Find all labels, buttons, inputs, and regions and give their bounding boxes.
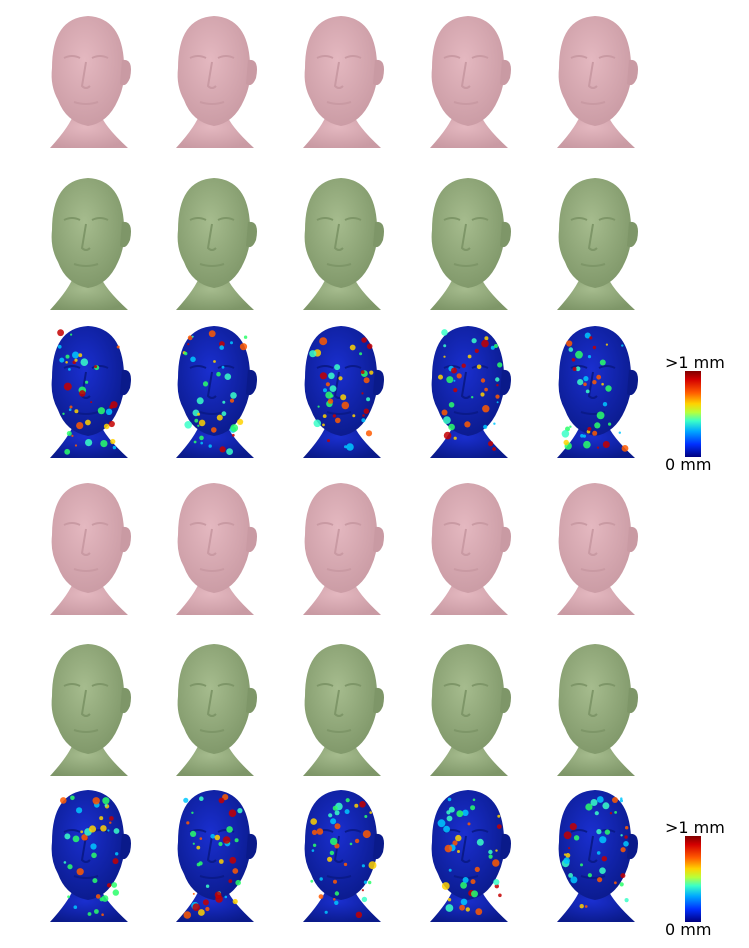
error-heatmap-face-3-5 — [537, 318, 649, 468]
model-green-face-2-5 — [537, 170, 649, 320]
error-heatmap-face-3-1 — [30, 318, 142, 468]
error-heatmap-face-3-4 — [410, 318, 522, 468]
colorbar-bottom: >1 mm 0 mm — [665, 820, 735, 930]
scan-pink-face-4-2 — [156, 475, 268, 625]
model-green-face-2-2 — [156, 170, 268, 320]
model-green-face-5-4 — [410, 636, 522, 786]
scan-pink-face-4-5 — [537, 475, 649, 625]
model-green-face-5-3 — [283, 636, 395, 786]
model-green-face-2-3 — [283, 170, 395, 320]
scan-pink-face-1-5 — [537, 8, 649, 158]
model-green-face-5-1 — [30, 636, 142, 786]
error-heatmap-face-3-3 — [283, 318, 395, 468]
model-green-face-5-5 — [537, 636, 649, 786]
colorbar-max-label: >1 mm — [665, 818, 735, 837]
scan-pink-face-4-3 — [283, 475, 395, 625]
colorbar-gradient — [685, 371, 701, 457]
scan-pink-face-1-1 — [30, 8, 142, 158]
colorbar-top: >1 mm 0 mm — [665, 355, 735, 465]
model-green-face-5-2 — [156, 636, 268, 786]
error-heatmap-face-6-4 — [410, 782, 522, 932]
error-heatmap-face-6-3 — [283, 782, 395, 932]
scan-pink-face-1-2 — [156, 8, 268, 158]
model-green-face-2-1 — [30, 170, 142, 320]
colorbar-gradient — [685, 836, 701, 922]
colorbar-min-label: 0 mm — [665, 920, 735, 939]
error-heatmap-face-6-1 — [30, 782, 142, 932]
error-heatmap-face-6-5 — [537, 782, 649, 932]
scan-pink-face-1-3 — [283, 8, 395, 158]
error-heatmap-face-3-2 — [156, 318, 268, 468]
scan-pink-face-1-4 — [410, 8, 522, 158]
error-heatmap-face-6-2 — [156, 782, 268, 932]
model-green-face-2-4 — [410, 170, 522, 320]
colorbar-max-label: >1 mm — [665, 353, 735, 372]
scan-pink-face-4-4 — [410, 475, 522, 625]
colorbar-min-label: 0 mm — [665, 455, 735, 474]
scan-pink-face-4-1 — [30, 475, 142, 625]
